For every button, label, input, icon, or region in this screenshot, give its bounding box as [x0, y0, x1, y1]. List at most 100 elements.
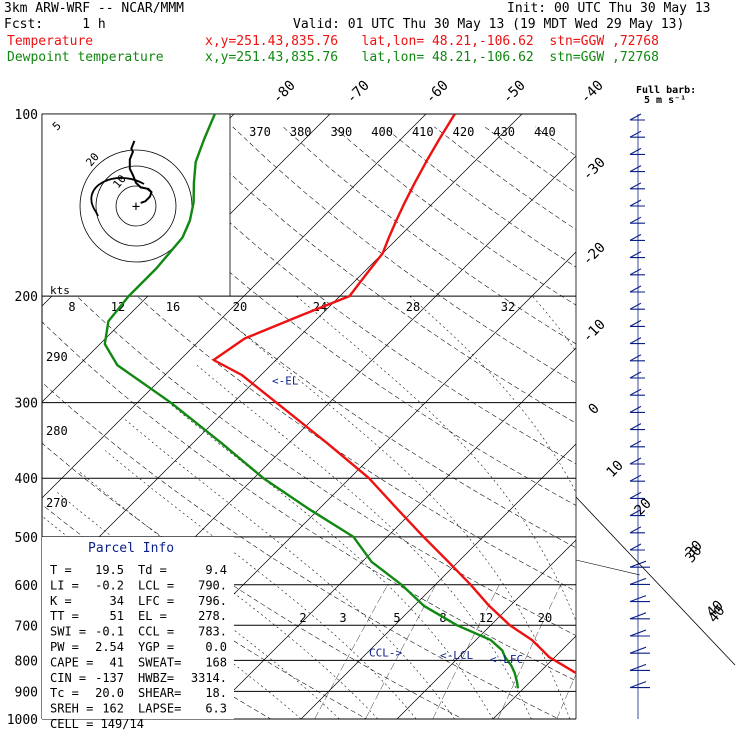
wind-barb-key: 5 m s⁻¹ [644, 95, 686, 106]
moist-adiabat-line [532, 295, 576, 352]
wind-barb [629, 182, 645, 190]
level-label-el: <-EL [272, 375, 299, 388]
parcel-info-value: 278. [198, 609, 227, 623]
theta-e-label: 430 [493, 125, 515, 139]
temperature-location: x,y=251.43,835.76 lat,lon= 48.21,-106.62… [205, 34, 659, 49]
level-annotations: <-EL CCL-> <-LCL <-LFC [272, 375, 523, 666]
parcel-info-value: 18. [205, 686, 227, 700]
isotherm-label: -10 [580, 317, 609, 346]
valid-time: Valid: 01 UTC Thu 30 May 13 (19 MDT Wed … [293, 17, 685, 32]
isotherm-line [396, 539, 576, 719]
dry-adiabat-line [434, 126, 576, 230]
parcel-info-value: 168 [205, 655, 227, 669]
hodograph-trace [128, 140, 153, 204]
wind-barb [629, 165, 645, 173]
wind-barb [629, 130, 645, 138]
parcel-info-key: Tc = [50, 686, 79, 700]
level-label-ccl: CCL-> [369, 647, 402, 660]
dewpoint-legend: Dewpoint temperature [7, 50, 164, 65]
theta-label: 290 [46, 350, 68, 364]
parcel-info-key: HWBZ= [138, 671, 174, 685]
parcel-info-value: -137 [95, 671, 124, 685]
isotherm-label: 10 [604, 458, 627, 481]
wind-barb [629, 595, 650, 603]
dry-adiabat-line [686, 127, 740, 732]
dry-adiabat-line [636, 127, 740, 732]
isotherm-line [589, 114, 740, 719]
parcel-info-key: SHEAR= [138, 686, 181, 700]
isotherm-label: -60 [423, 78, 452, 107]
hodograph-ring [115, 185, 157, 227]
theta-label: 280 [46, 424, 68, 438]
parcel-info-background [42, 537, 234, 719]
parcel-info-value: 3314. [191, 671, 227, 685]
parcel-info-value: 783. [198, 625, 227, 639]
parcel-info-value: 796. [198, 594, 227, 608]
parcel-info-value: -0.2 [95, 578, 124, 592]
dry-adiabat-line [42, 321, 576, 682]
pressure-tick-label: 500 [15, 531, 38, 546]
wind-barb [629, 405, 645, 413]
pressure-tick-label: 800 [15, 654, 38, 669]
isotherm-line [204, 347, 576, 719]
parcel-info-value: 6.3 [205, 702, 227, 716]
wind-barb [629, 216, 645, 224]
parcel-info-value: 20.0 [95, 686, 124, 700]
wind-barb [629, 629, 650, 637]
mixing-ratio-line [556, 673, 576, 719]
wind-barb [629, 354, 645, 362]
parcel-info-key: LCL = [138, 578, 174, 592]
parcel-info-value: 51 [110, 609, 124, 623]
parcel-info-key: T = [50, 563, 72, 577]
wind-barb [629, 457, 645, 465]
wind-barb [629, 388, 645, 396]
wind-barb [629, 113, 645, 121]
parcel-info-value: -0.1 [95, 625, 124, 639]
mixing-ratio-label: 8 [68, 300, 75, 314]
isotherm-line [300, 443, 576, 719]
mixing-ratio-label: 12 [479, 611, 493, 625]
dry-adiabat-line [182, 126, 576, 424]
wind-barb [629, 337, 645, 345]
dry-adiabat-line [333, 126, 576, 306]
parcel-info-key: Td = [138, 563, 167, 577]
dry-adiabat-line [586, 127, 740, 732]
isotherm-line [492, 635, 576, 719]
moist-adiabat-line [79, 471, 378, 719]
parcel-info-key: PW = [50, 640, 79, 654]
theta-e-label: 390 [331, 125, 353, 139]
hodograph-center-mark: + [132, 199, 140, 215]
pressure-tick-label: 300 [15, 397, 38, 412]
wind-scale-line [575, 496, 736, 666]
wind-barb [629, 285, 645, 293]
parcel-info-key: SWI = [50, 625, 86, 639]
pressure-tick-label: 100 [15, 108, 38, 123]
parcel-info-value: 19.5 [95, 563, 124, 577]
hodograph-unit-label: kts [50, 284, 70, 297]
theta-e-label: 420 [453, 125, 475, 139]
wind-barb [629, 371, 645, 379]
moist-adiabat-line [125, 419, 455, 719]
mixing-ratio-label: 28 [406, 300, 420, 314]
isotherm-label: -50 [500, 78, 529, 107]
dry-adiabat-line [484, 126, 576, 194]
wind-barb [629, 147, 645, 155]
parcel-info-value: 0.0 [205, 640, 227, 654]
pressure-tick-label: 900 [15, 685, 38, 700]
wind-barb [629, 491, 645, 499]
parcel-info-value: 34 [110, 594, 124, 608]
theta-e-label: 370 [249, 125, 271, 139]
mixing-ratio-line [497, 584, 561, 719]
parcel-info-key: LAPSE= [138, 702, 181, 716]
parcel-info-key: LI = [50, 578, 79, 592]
wind-barb [629, 681, 650, 689]
isotherm-label: -20 [580, 240, 609, 269]
wind-barb [629, 233, 645, 241]
wind-barb [629, 302, 645, 310]
moist-adiabat-line [409, 295, 576, 494]
theta-e-label: 410 [412, 125, 434, 139]
theta-e-label: 380 [290, 125, 312, 139]
wind-barb [629, 612, 650, 620]
init-time: Init: 00 UTC Thu 30 May 13 [507, 1, 711, 16]
